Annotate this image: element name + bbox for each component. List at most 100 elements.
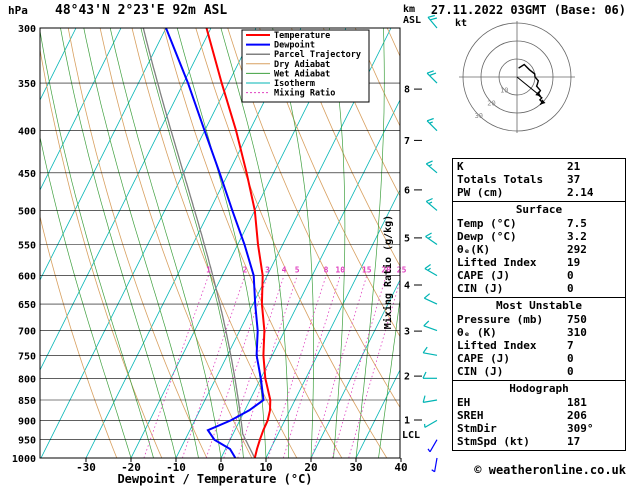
svg-text:300: 300 xyxy=(18,24,36,35)
row-label: Pressure (mb) xyxy=(457,313,544,326)
row-value: 0 xyxy=(567,282,574,295)
row-label: CAPE (J) xyxy=(457,269,510,282)
svg-text:4: 4 xyxy=(404,281,410,292)
svg-text:2: 2 xyxy=(404,372,410,383)
svg-text:10: 10 xyxy=(335,266,345,275)
svg-text:700: 700 xyxy=(18,327,36,338)
table-row: Pressure (mb) 750 xyxy=(453,313,625,326)
svg-text:6: 6 xyxy=(404,185,410,196)
svg-text:kt: kt xyxy=(455,18,467,29)
svg-text:20: 20 xyxy=(304,461,317,474)
table-row: θₑ(K) 292 xyxy=(453,243,625,256)
wind-barb-column xyxy=(422,14,438,473)
svg-text:15: 15 xyxy=(362,266,372,275)
table-row: CAPE (J) 0 xyxy=(453,269,625,282)
svg-text:4: 4 xyxy=(282,266,287,275)
section-header: Surface xyxy=(515,203,563,216)
svg-text:600: 600 xyxy=(18,272,36,283)
row-label: Dewp (°C) xyxy=(457,230,517,243)
row-value: 181 xyxy=(567,396,587,409)
row-label: SREH xyxy=(457,409,484,422)
svg-text:10: 10 xyxy=(259,461,272,474)
svg-text:Temperature: Temperature xyxy=(274,31,330,41)
row-value: 310 xyxy=(567,326,587,339)
table-row: SREH 206 xyxy=(453,409,625,422)
dewpoint-curve xyxy=(165,28,265,458)
svg-text:950: 950 xyxy=(18,436,36,447)
svg-text:40: 40 xyxy=(394,461,407,474)
station-title: 48°43'N 2°23'E 92m ASL xyxy=(55,3,228,18)
row-value: 3.2 xyxy=(567,230,587,243)
svg-text:Dewpoint / Temperature (°C): Dewpoint / Temperature (°C) xyxy=(117,472,312,486)
svg-text:Wet Adiabat: Wet Adiabat xyxy=(274,68,330,79)
table-row: K 21 xyxy=(453,160,625,173)
svg-text:30: 30 xyxy=(349,461,362,474)
sounding-curves xyxy=(142,28,272,458)
row-label: StmDir xyxy=(457,422,497,435)
mixing-ratio-labels: 1 2 3 4 5 8 10 15 20 25 xyxy=(206,266,407,275)
svg-text:25: 25 xyxy=(397,266,407,275)
row-value: 309° xyxy=(567,422,594,435)
svg-text:-20: -20 xyxy=(121,461,141,474)
svg-text:2: 2 xyxy=(242,266,247,275)
svg-text:3: 3 xyxy=(265,266,270,275)
svg-text:800: 800 xyxy=(18,374,36,385)
svg-text:30: 30 xyxy=(475,112,483,120)
table-row: StmDir 309° xyxy=(453,422,625,435)
row-value: 0 xyxy=(567,352,574,365)
copyright: © weatheronline.co.uk xyxy=(474,463,626,477)
row-value: 292 xyxy=(567,243,587,256)
svg-text:500: 500 xyxy=(18,206,36,217)
table-row: PW (cm) 2.14 xyxy=(453,186,625,199)
svg-text:1: 1 xyxy=(206,266,211,275)
hodograph-plot: 10 20 30 kt xyxy=(455,18,575,133)
table-row: CIN (J) 0 xyxy=(453,282,625,295)
storm-motion-arrow xyxy=(516,76,542,97)
svg-text:LCL: LCL xyxy=(402,430,420,441)
row-value: 21 xyxy=(567,160,581,173)
table-row: CAPE (J) 0 xyxy=(453,352,625,365)
svg-text:5: 5 xyxy=(295,266,300,275)
svg-text:ASL: ASL xyxy=(403,15,421,26)
svg-text:1: 1 xyxy=(404,416,410,427)
row-label: Lifted Index xyxy=(457,339,537,352)
row-label: EH xyxy=(457,396,471,409)
row-label: Temp (°C) xyxy=(457,217,517,230)
svg-text:8: 8 xyxy=(404,85,410,96)
run-datetime: 27.11.2022 03GMT (Base: 06) xyxy=(430,3,626,17)
hodograph-grid: 10 20 30 kt xyxy=(455,18,575,133)
row-label: CIN (J) xyxy=(457,365,504,378)
row-label: Lifted Index xyxy=(457,256,537,269)
row-value: 37 xyxy=(567,173,581,186)
svg-text:750: 750 xyxy=(18,351,36,362)
svg-text:850: 850 xyxy=(18,396,36,407)
row-label: PW (cm) xyxy=(457,186,504,199)
table-row: Lifted Index 7 xyxy=(453,339,625,352)
row-value: 2.14 xyxy=(567,186,594,199)
row-value: 7 xyxy=(567,339,574,352)
table-section: Most Unstable Pressure (mb) 750 θₑ (K) 310 Li… xyxy=(453,297,625,380)
svg-text:-10: -10 xyxy=(166,461,186,474)
svg-text:900: 900 xyxy=(18,416,36,427)
svg-text:1000: 1000 xyxy=(12,454,36,465)
svg-text:5: 5 xyxy=(404,233,410,244)
row-label: θₑ(K) xyxy=(457,243,491,256)
svg-text:20: 20 xyxy=(487,100,495,108)
svg-text:10: 10 xyxy=(500,87,508,95)
section-header: Most Unstable xyxy=(495,299,583,312)
svg-text:3: 3 xyxy=(404,327,410,338)
row-value: 206 xyxy=(567,409,587,422)
row-label: θₑ (K) xyxy=(457,326,497,339)
svg-text:Dewpoint: Dewpoint xyxy=(274,40,315,51)
svg-text:Dry Adiabat: Dry Adiabat xyxy=(274,59,330,70)
svg-text:km: km xyxy=(403,4,415,15)
svg-text:-30: -30 xyxy=(76,461,96,474)
skewt-background xyxy=(40,28,400,458)
table-section: K 21 Totals Totals 37 PW (cm) 2.14 xyxy=(453,159,625,201)
table-row: Lifted Index 19 xyxy=(453,256,625,269)
table-section: Surface Temp (°C) 7.5 Dewp (°C) 3.2 θₑ(K) 292 L… xyxy=(453,201,625,297)
table-row: CIN (J) 0 xyxy=(453,365,625,378)
row-value: 7.5 xyxy=(567,217,587,230)
